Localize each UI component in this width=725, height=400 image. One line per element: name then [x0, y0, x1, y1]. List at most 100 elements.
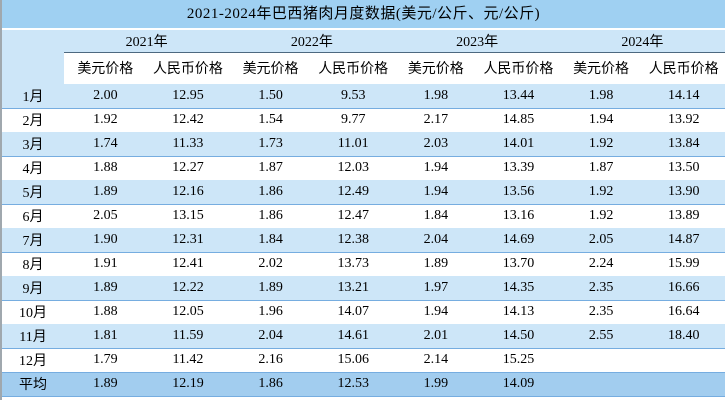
value-cell: 1.88: [64, 156, 147, 180]
value-cell: 1.84: [394, 204, 478, 228]
row-label: 3月: [2, 132, 64, 157]
value-cell: [642, 371, 725, 397]
value-cell: 1.89: [394, 252, 478, 276]
table-row: 4月 1.88 12.27 1.87 12.03 1.94 13.39 1.87 13.50: [2, 156, 725, 180]
value-cell: 16.64: [642, 300, 725, 324]
value-cell: [642, 348, 725, 372]
row-label: 5月: [2, 180, 64, 205]
value-cell: 1.97: [394, 276, 478, 301]
value-cell: 12.38: [311, 228, 395, 253]
value-cell: 1.88: [64, 300, 147, 324]
value-cell: 2.04: [394, 228, 478, 253]
value-cell: 16.66: [642, 276, 725, 301]
table-row: 6月 2.05 13.15 1.86 12.47 1.84 13.16 1.92 13.89: [2, 204, 725, 228]
value-cell: 1.74: [64, 132, 147, 157]
value-cell: 1.94: [394, 300, 478, 324]
table-row: 9月 1.89 12.22 1.89 13.21 1.97 14.35 2.35 16.66: [2, 276, 725, 301]
col-header-usd-2023: 美元价格: [394, 51, 478, 84]
year-header-2023: 2023年: [394, 30, 560, 52]
row-label: 2月: [2, 108, 64, 132]
table-body: 1月 2.00 12.95 1.50 9.53 1.98 13.44 1.98 14.14 2月 1…: [2, 84, 725, 397]
value-cell: 2.03: [394, 132, 478, 157]
value-cell: 2.14: [394, 348, 478, 372]
value-cell: 13.39: [477, 156, 560, 180]
value-cell: 2.01: [394, 324, 478, 349]
row-label: 12月: [2, 348, 64, 372]
year-header-2021: 2021年: [64, 30, 230, 52]
value-cell: 14.14: [642, 84, 725, 109]
value-cell: 12.16: [146, 180, 230, 205]
value-cell: 2.17: [394, 108, 478, 132]
value-cell: 12.42: [146, 108, 230, 132]
value-cell: 13.84: [642, 132, 725, 157]
col-header-usd-2022: 美元价格: [229, 51, 312, 84]
col-header-usd-2024: 美元价格: [559, 51, 643, 84]
title-divider: [2, 28, 725, 30]
value-cell: 2.55: [559, 324, 643, 349]
value-cell: 1.92: [559, 132, 643, 157]
table-row: 10月 1.88 12.05 1.96 14.07 1.94 14.13 2.35 16.64: [2, 300, 725, 324]
value-cell: 13.44: [477, 84, 560, 109]
year-header-2022: 2022年: [229, 30, 395, 52]
value-cell: 15.99: [642, 252, 725, 276]
value-cell: 11.59: [146, 324, 230, 349]
value-cell: 12.05: [146, 300, 230, 324]
value-cell: 18.40: [642, 324, 725, 349]
value-cell: 2.05: [559, 228, 643, 253]
value-cell: 1.87: [229, 156, 312, 180]
value-cell: 1.98: [559, 84, 643, 109]
value-cell: 12.19: [146, 371, 230, 397]
year-header-row: 2021年 2022年 2023年 2024年: [2, 30, 725, 84]
row-label: 7月: [2, 228, 64, 253]
value-cell: 2.16: [229, 348, 312, 372]
col-header-rmb-2024: 人民币价格: [642, 51, 725, 84]
value-cell: 2.05: [64, 204, 147, 228]
value-cell: 11.33: [146, 132, 230, 157]
value-cell: 1.50: [229, 84, 312, 109]
value-cell: 13.90: [642, 180, 725, 205]
value-cell: 1.89: [229, 276, 312, 301]
value-cell: 1.81: [64, 324, 147, 349]
value-cell: 2.35: [559, 276, 643, 301]
value-cell: 14.35: [477, 276, 560, 301]
value-cell: 13.70: [477, 252, 560, 276]
value-cell: 2.24: [559, 252, 643, 276]
value-cell: 14.50: [477, 324, 560, 349]
col-header-rmb-2022: 人民币价格: [311, 51, 395, 84]
value-cell: 12.31: [146, 228, 230, 253]
value-cell: 12.03: [311, 156, 395, 180]
col-header-rmb-2023: 人民币价格: [477, 51, 560, 84]
value-cell: 12.49: [311, 180, 395, 205]
table-title: 2021-2024年巴西猪肉月度数据(美元/公斤、元/公斤): [2, 0, 725, 28]
value-cell: 1.92: [64, 108, 147, 132]
value-cell: 1.54: [229, 108, 312, 132]
value-cell: 15.25: [477, 348, 560, 372]
value-cell: 15.06: [311, 348, 395, 372]
value-cell: 11.01: [311, 132, 395, 157]
value-cell: 1.89: [64, 180, 147, 205]
value-cell: 1.86: [229, 180, 312, 205]
value-cell: 12.22: [146, 276, 230, 301]
value-cell: 12.27: [146, 156, 230, 180]
value-cell: 1.73: [229, 132, 312, 157]
row-label: 4月: [2, 156, 64, 180]
value-cell: [559, 348, 643, 372]
value-cell: 1.86: [229, 371, 312, 397]
row-label: 6月: [2, 204, 64, 228]
value-cell: 14.09: [477, 371, 560, 397]
value-cell: 1.89: [64, 276, 147, 301]
average-row: 平均 1.89 12.19 1.86 12.53 1.99 14.09: [2, 371, 725, 397]
value-cell: 14.13: [477, 300, 560, 324]
value-cell: 1.94: [394, 180, 478, 205]
value-cell: [559, 371, 643, 397]
corner-cell: [2, 30, 64, 84]
value-cell: 12.47: [311, 204, 395, 228]
row-label: 10月: [2, 300, 64, 324]
row-label: 8月: [2, 252, 64, 276]
value-cell: 14.87: [642, 228, 725, 253]
row-label: 9月: [2, 276, 64, 301]
value-cell: 1.89: [64, 371, 147, 397]
value-cell: 2.04: [229, 324, 312, 349]
value-cell: 12.41: [146, 252, 230, 276]
value-cell: 9.77: [311, 108, 395, 132]
